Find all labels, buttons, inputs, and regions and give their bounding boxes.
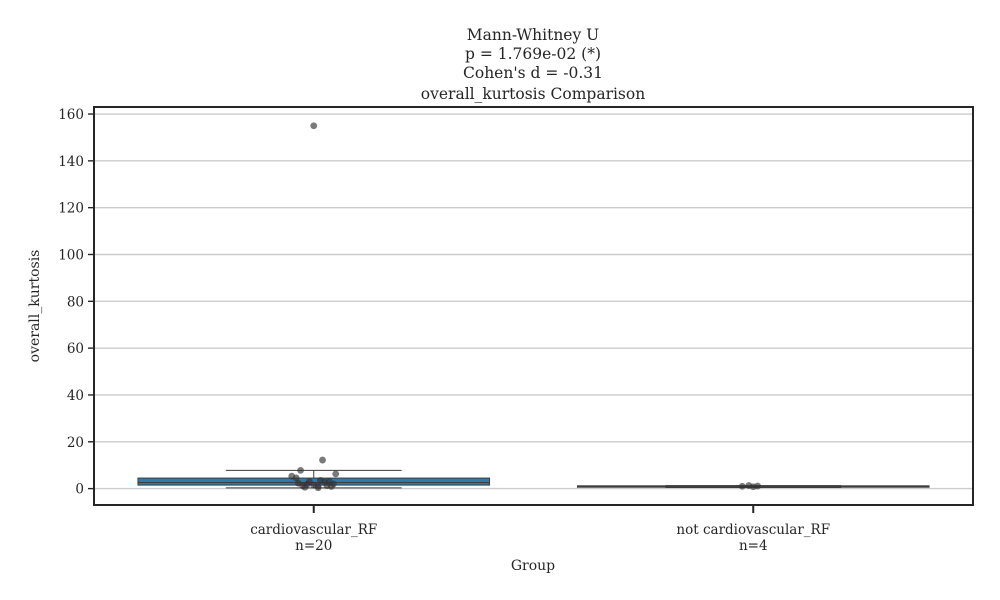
y-tick-label-8: 160 — [58, 107, 84, 123]
y-tick-label-2: 40 — [67, 388, 84, 404]
y-tick-label-3: 60 — [67, 341, 84, 357]
x-tick-label-1: not cardiovascular_RF — [676, 522, 830, 538]
data-point-1-3 — [754, 482, 762, 490]
y-tick-label-4: 80 — [67, 294, 84, 310]
x-axis-label: Group — [511, 558, 555, 574]
data-point-1-0 — [738, 482, 746, 490]
data-point-0-4 — [297, 466, 304, 474]
x-tick-label-0: cardiovascular_RF — [250, 522, 377, 538]
y-tick-label-6: 120 — [58, 201, 84, 217]
plot-area: 020406080100120140160cardiovascular_RFn=… — [58, 106, 974, 554]
y-tick-label-5: 100 — [58, 247, 84, 263]
data-point-0-18 — [301, 483, 309, 491]
data-point-0-5 — [292, 474, 300, 482]
chart-title-line-2: p = 1.769e-02 (*) — [465, 45, 601, 63]
data-point-0-2 — [332, 470, 340, 478]
chart-title-line-1: Mann-Whitney U — [467, 26, 599, 44]
y-tick-label-1: 20 — [67, 435, 84, 451]
data-point-0-1 — [319, 456, 326, 464]
x-tick-count-0: n=20 — [295, 538, 332, 554]
data-point-0-17 — [327, 483, 335, 490]
data-point-0-0 — [310, 122, 318, 130]
y-tick-label-0: 0 — [75, 482, 84, 498]
axes-frame — [93, 106, 974, 506]
y-axis-label: overall_kurtosis — [27, 250, 43, 363]
chart-title-line-4: overall_kurtosis Comparison — [421, 85, 645, 103]
x-tick-count-1: n=4 — [739, 538, 768, 554]
y-tick-label-7: 140 — [58, 154, 84, 170]
data-point-0-19 — [314, 484, 322, 492]
chart-title-line-3: Cohen's d = -0.31 — [463, 64, 603, 82]
